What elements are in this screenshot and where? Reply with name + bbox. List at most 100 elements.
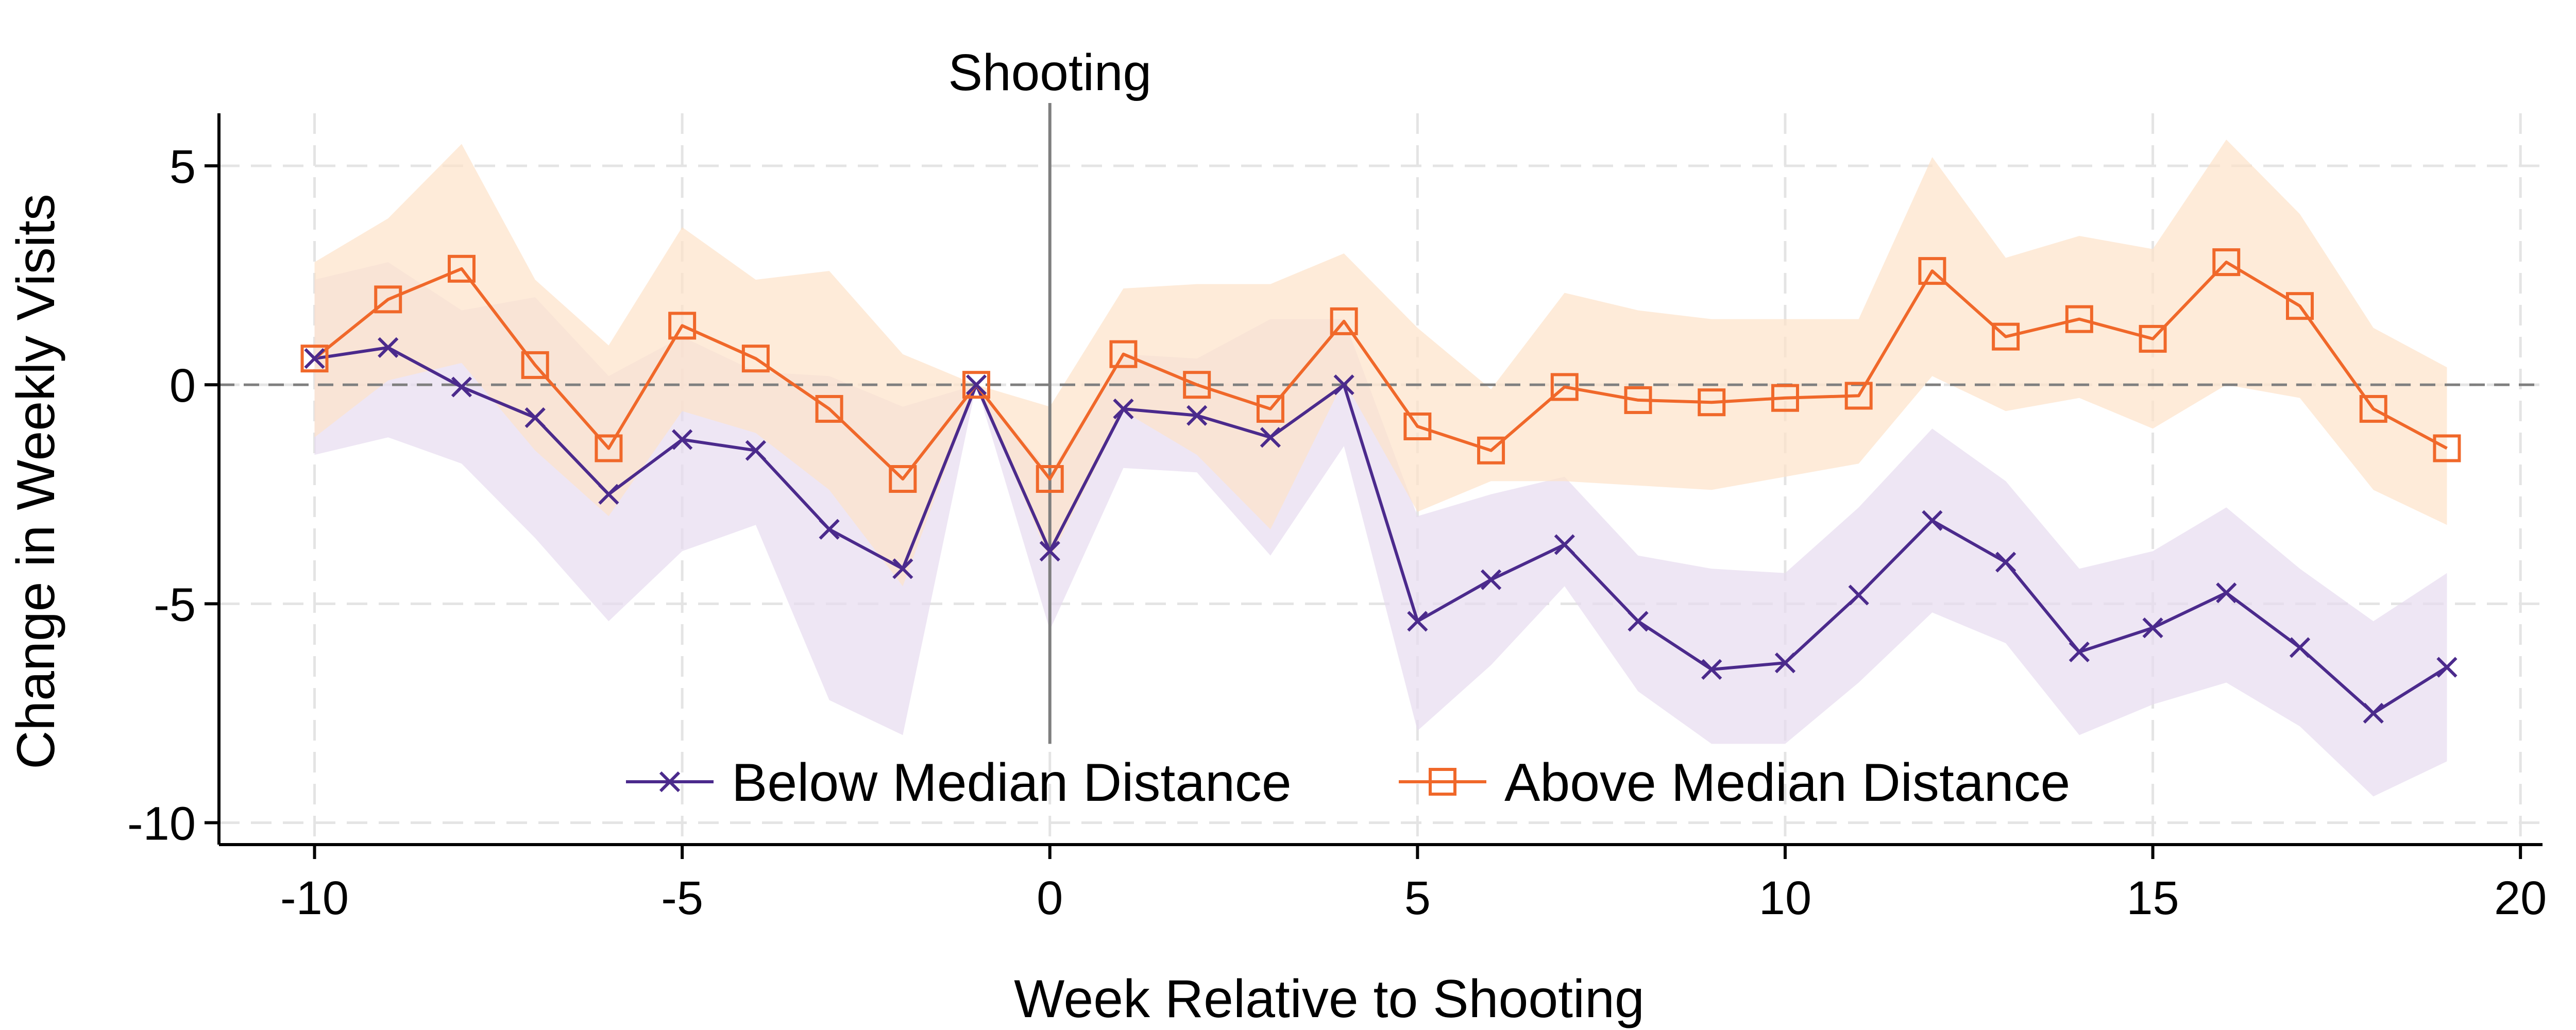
data-point-below xyxy=(965,374,987,396)
x-axis-title: Week Relative to Shooting xyxy=(1014,969,1645,1029)
x-marker-stroke xyxy=(1628,611,1649,632)
data-point-below xyxy=(2436,657,2458,678)
x-marker-stroke xyxy=(2436,657,2458,678)
axes: -10 -5 0 5 10 15 20 5 0 -5 -10 xyxy=(127,113,2547,924)
data-point-above xyxy=(962,371,991,399)
data-point-above xyxy=(668,312,697,340)
x-marker-stroke xyxy=(672,429,693,450)
data-point-above xyxy=(1330,307,1358,335)
legend: Below Median Distance Above Median Dista… xyxy=(626,753,2070,813)
data-point-above xyxy=(1992,322,2020,351)
data-point-below xyxy=(1260,427,1281,448)
x-marker-stroke xyxy=(1039,541,1060,562)
legend-marker-below xyxy=(659,771,681,793)
x-tick-label: 15 xyxy=(2126,872,2179,924)
x-tick-label: 20 xyxy=(2494,872,2547,924)
x-marker-stroke xyxy=(2216,582,2237,604)
series-line-below xyxy=(314,346,2448,715)
data-point-below xyxy=(1333,374,1354,396)
data-point-above xyxy=(2139,324,2167,353)
x-marker-stroke xyxy=(1774,653,1796,674)
data-point-below xyxy=(2289,637,2311,658)
data-point-below xyxy=(524,407,546,428)
data-point-above xyxy=(1771,384,1799,412)
data-point-below xyxy=(1113,398,1134,420)
data-point-above xyxy=(1256,394,1284,423)
data-point-above xyxy=(447,254,476,283)
data-point-above xyxy=(889,465,917,493)
x-marker-stroke xyxy=(598,484,619,505)
x-tick-label: -5 xyxy=(661,872,703,924)
data-point-above xyxy=(1036,465,1064,493)
legend-marker-above xyxy=(1429,768,1456,796)
confidence-bands xyxy=(314,140,2447,797)
data-point-above xyxy=(815,394,843,423)
data-point-above xyxy=(595,434,623,462)
data-point-below xyxy=(1995,552,2016,573)
legend-label-below: Below Median Distance xyxy=(732,753,1292,813)
reference-lines xyxy=(219,103,2543,744)
data-point-below xyxy=(2216,582,2237,604)
x-marker-stroke xyxy=(892,558,913,579)
legend-item-above: Above Median Distance xyxy=(1399,753,2070,813)
x-tick-label: 5 xyxy=(1404,872,1431,924)
data-point-below xyxy=(2069,641,2090,662)
data-point-above xyxy=(1844,382,1873,410)
x-tick-label: -10 xyxy=(280,872,349,924)
data-point-below xyxy=(378,337,399,358)
y-tick-label: -5 xyxy=(154,578,196,631)
y-axis-title: Change in Weekly Visits xyxy=(6,194,66,769)
legend-square-marker xyxy=(1429,768,1456,796)
x-marker-stroke xyxy=(965,374,987,396)
confidence-band-above xyxy=(314,140,2447,587)
data-point-below xyxy=(1922,510,1943,531)
shooting-annotation: Shooting xyxy=(948,44,1151,101)
x-marker-stroke xyxy=(1554,534,1575,555)
x-marker-stroke xyxy=(304,348,325,369)
data-point-above xyxy=(1624,386,1652,414)
data-point-below xyxy=(1848,585,1869,606)
y-tick-label: -10 xyxy=(127,797,196,850)
data-point-below xyxy=(304,348,325,369)
data-point-below xyxy=(1407,611,1428,632)
x-tick-label: 10 xyxy=(1759,872,1811,924)
data-point-below xyxy=(892,558,913,579)
x-marker-stroke xyxy=(1480,569,1502,590)
data-point-below xyxy=(451,376,472,398)
x-marker-stroke xyxy=(1187,405,1208,426)
data-point-above xyxy=(2212,248,2241,277)
x-marker-stroke xyxy=(524,407,546,428)
data-point-below xyxy=(672,429,693,450)
data-point-above xyxy=(300,345,329,373)
data-point-below xyxy=(1554,534,1575,555)
data-point-above xyxy=(1918,257,1946,285)
x-marker-stroke xyxy=(819,519,840,540)
legend-label-above: Above Median Distance xyxy=(1504,753,2070,813)
data-point-below xyxy=(1701,659,1722,680)
data-point-above xyxy=(2065,305,2093,333)
y-tick-label: 5 xyxy=(170,141,196,193)
data-point-below xyxy=(1774,653,1796,674)
data-point-below xyxy=(1480,569,1502,590)
x-marker-stroke xyxy=(1848,585,1869,606)
series-markers xyxy=(300,248,2461,724)
x-marker-stroke xyxy=(2069,641,2090,662)
data-point-above xyxy=(2359,394,2387,423)
data-point-above xyxy=(374,285,402,314)
x-marker-stroke xyxy=(1701,659,1722,680)
data-point-below xyxy=(1628,611,1649,632)
data-point-above xyxy=(521,351,549,379)
x-marker-stroke xyxy=(659,771,681,793)
data-point-below xyxy=(1039,541,1060,562)
x-tick-label: 0 xyxy=(1037,872,1063,924)
data-point-above xyxy=(1477,436,1505,465)
x-marker-stroke xyxy=(1995,552,2016,573)
data-point-below xyxy=(745,440,766,461)
x-marker-stroke xyxy=(1113,398,1134,420)
x-marker-stroke xyxy=(1260,427,1281,448)
data-point-below xyxy=(1187,405,1208,426)
x-marker-stroke xyxy=(378,337,399,358)
y-tick-label: 0 xyxy=(170,359,196,412)
x-marker-stroke xyxy=(1333,374,1354,396)
